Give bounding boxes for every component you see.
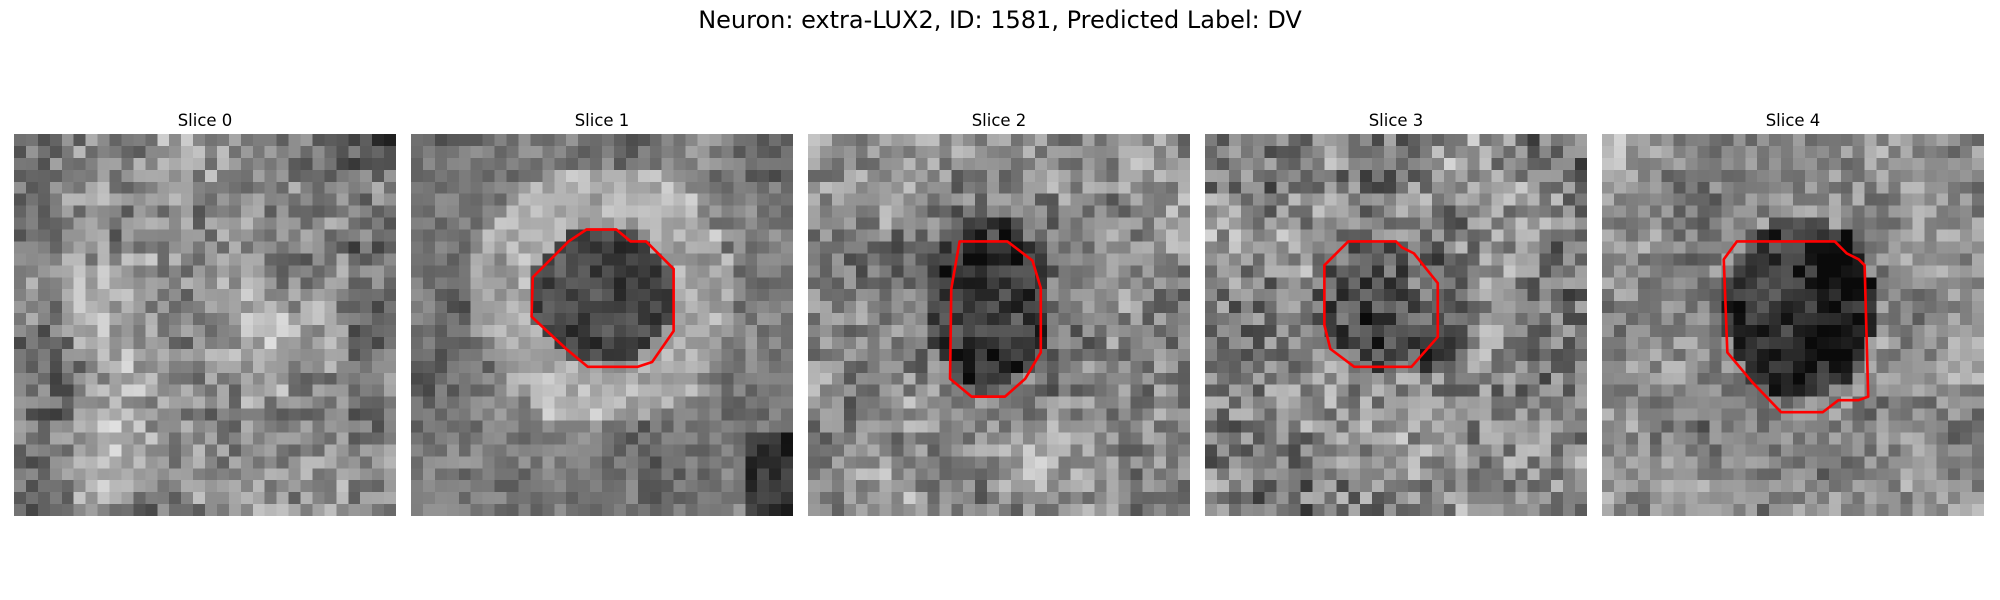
contour-outline-1 bbox=[530, 228, 675, 369]
slice-image-3 bbox=[1205, 134, 1587, 516]
slice-title-4: Slice 4 bbox=[1765, 111, 1821, 130]
slice-image-2 bbox=[808, 134, 1190, 516]
slice-title-0: Slice 0 bbox=[177, 111, 233, 130]
contour-outline-3 bbox=[1323, 240, 1440, 369]
contour-outline-4 bbox=[1722, 240, 1870, 414]
slice-title-1: Slice 1 bbox=[574, 111, 630, 130]
slice-panel-4: Slice 4 bbox=[1602, 108, 1984, 516]
slice-image-4 bbox=[1602, 134, 1984, 516]
slice-panel-2: Slice 2 bbox=[808, 108, 1190, 516]
slice-panel-1: Slice 1 bbox=[411, 108, 793, 516]
slice-title-2: Slice 2 bbox=[971, 111, 1027, 130]
slice-image-0 bbox=[14, 134, 396, 516]
contour-outline-2 bbox=[948, 240, 1043, 398]
slice-panel-3: Slice 3 bbox=[1205, 108, 1587, 516]
slice-panel-0: Slice 0 bbox=[14, 108, 396, 516]
figure-title: Neuron: extra-LUX2, ID: 1581, Predicted … bbox=[698, 6, 1302, 34]
slice-title-3: Slice 3 bbox=[1368, 111, 1424, 130]
slice-image-1 bbox=[411, 134, 793, 516]
